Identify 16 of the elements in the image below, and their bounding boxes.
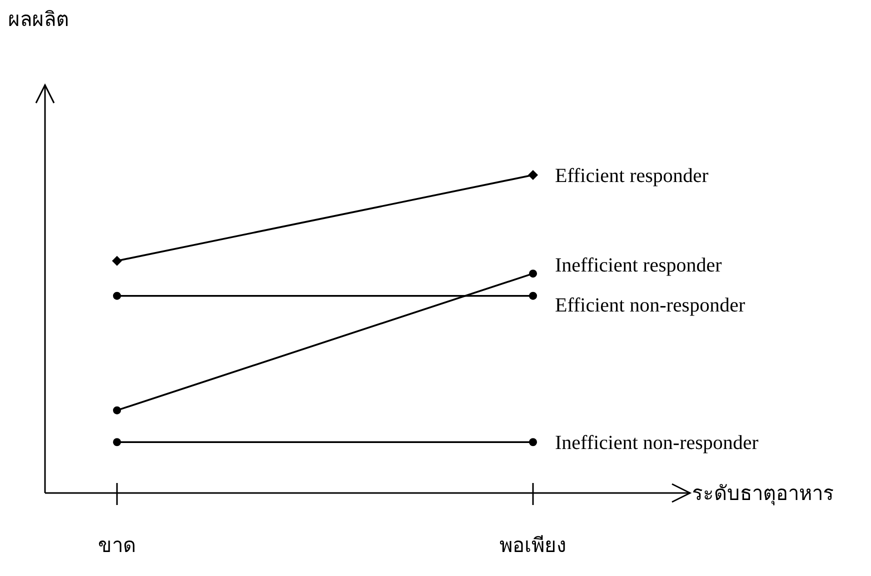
series-label: Inefficient responder	[555, 254, 722, 277]
xlabel: ระดับธาตุอาหาร	[692, 483, 834, 505]
point	[529, 438, 537, 446]
point	[528, 170, 538, 180]
annotation: ผลผลิต	[8, 9, 69, 31]
xtick: พอเพียง	[500, 535, 566, 557]
point	[529, 270, 537, 278]
point	[113, 438, 121, 446]
point	[113, 292, 121, 300]
point	[112, 256, 122, 266]
series-label: Efficient responder	[555, 165, 708, 187]
point	[113, 406, 121, 414]
xtick: ขาด	[98, 535, 136, 557]
series-label: Inefficient non-responder	[555, 432, 758, 454]
point	[529, 292, 537, 300]
series-label: Efficient non-responder	[555, 294, 746, 317]
